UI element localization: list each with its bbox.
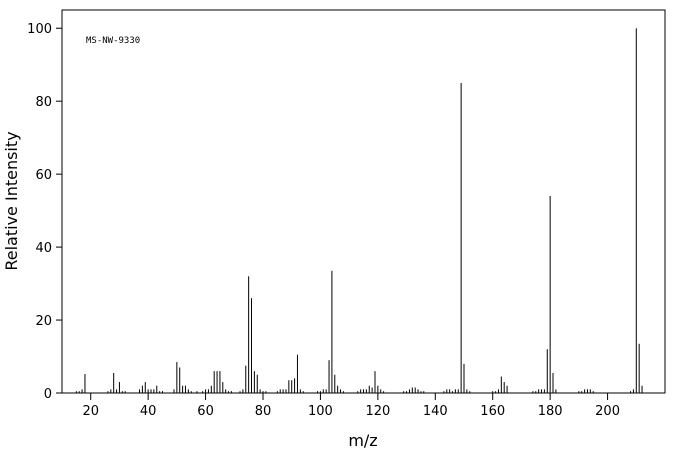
annotation: MS-NW-9330 (86, 36, 140, 46)
y-tick-label: 0 (44, 387, 52, 402)
x-axis-label: m/z (348, 431, 377, 450)
x-tick-label: 120 (365, 404, 390, 419)
x-tick-label: 200 (595, 404, 620, 419)
x-tick-label: 180 (538, 404, 563, 419)
y-tick-label: 20 (35, 314, 52, 329)
y-tick-label: 80 (35, 95, 52, 110)
x-tick-label: 60 (197, 404, 214, 419)
x-tick-label: 140 (423, 404, 448, 419)
x-tick-label: 160 (480, 404, 505, 419)
x-tick-label: 20 (82, 404, 99, 419)
y-tick-label: 60 (35, 168, 52, 183)
y-tick-label: 100 (27, 22, 52, 37)
y-tick-label: 40 (35, 241, 52, 256)
x-tick-label: 100 (308, 404, 333, 419)
x-tick-label: 80 (255, 404, 272, 419)
plot-frame (61, 9, 666, 394)
y-axis-label: Relative Intensity (2, 131, 21, 270)
x-tick-label: 40 (140, 404, 157, 419)
